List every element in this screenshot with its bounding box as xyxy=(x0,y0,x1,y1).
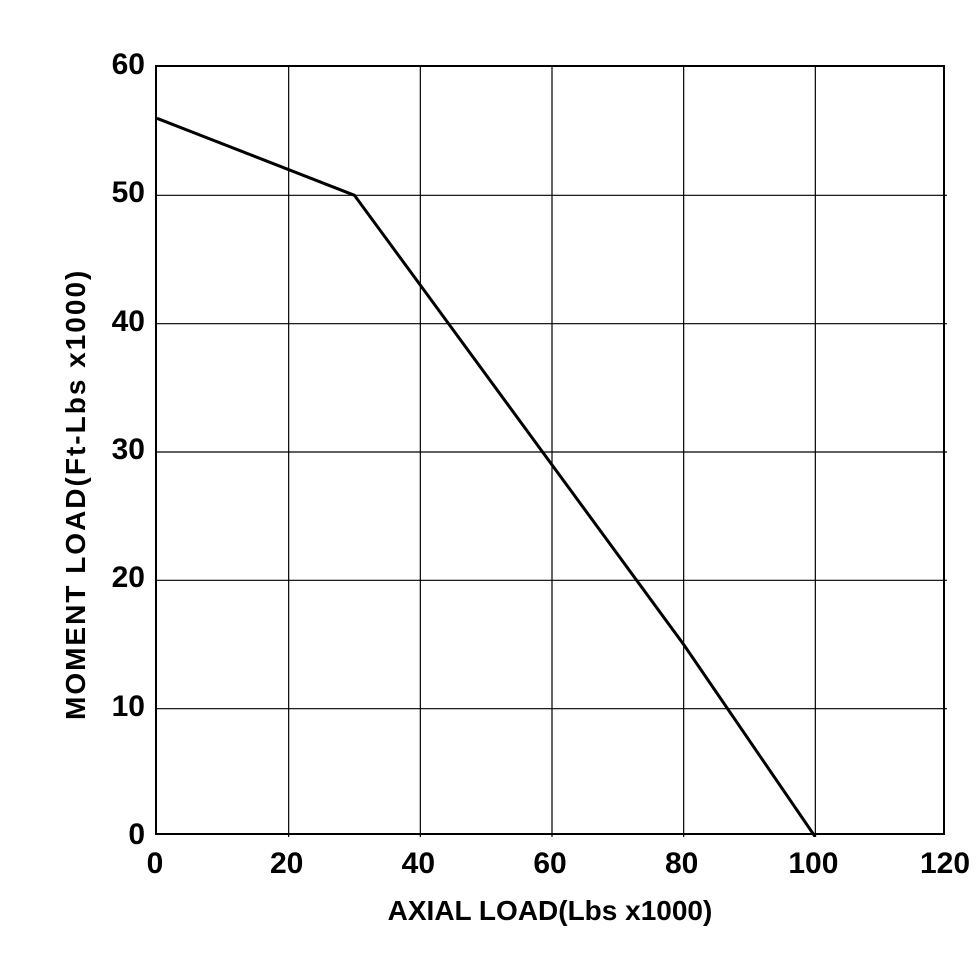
x-tick-label: 40 xyxy=(393,847,443,881)
y-axis-title: MOMENT LOAD(Ft-Lbs x1000) xyxy=(60,269,92,720)
x-tick-label: 100 xyxy=(788,847,838,881)
y-tick-label: 20 xyxy=(112,561,145,595)
y-tick-label: 60 xyxy=(112,48,145,82)
series-load-curve xyxy=(157,118,815,837)
y-tick-label: 30 xyxy=(112,433,145,467)
chart-container: MOMENT LOAD(Ft-Lbs x1000) AXIAL LOAD(Lbs… xyxy=(0,0,980,980)
x-tick-label: 80 xyxy=(657,847,707,881)
y-tick-label: 40 xyxy=(112,305,145,339)
x-tick-label: 120 xyxy=(920,847,970,881)
y-tick-label: 10 xyxy=(112,690,145,724)
x-tick-label: 20 xyxy=(262,847,312,881)
x-axis-title: AXIAL LOAD(Lbs x1000) xyxy=(330,895,770,927)
plot-area xyxy=(155,65,945,835)
x-tick-label: 0 xyxy=(130,847,180,881)
plot-svg xyxy=(157,67,947,837)
y-tick-label: 0 xyxy=(128,818,145,852)
x-tick-label: 60 xyxy=(525,847,575,881)
y-tick-label: 50 xyxy=(112,176,145,210)
